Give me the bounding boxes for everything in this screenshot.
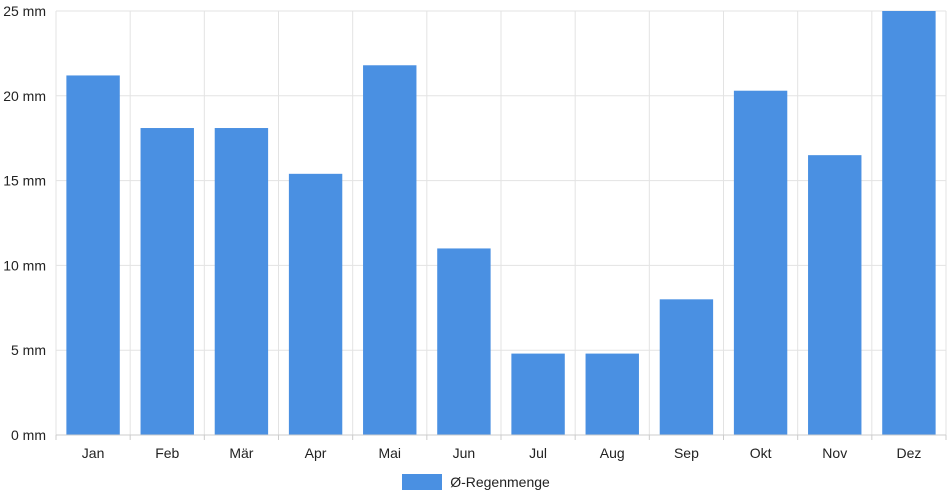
bar bbox=[585, 353, 639, 435]
x-tick-label: Aug bbox=[600, 445, 625, 461]
bar bbox=[140, 128, 194, 436]
y-tick-label: 5 mm bbox=[11, 342, 46, 358]
y-tick-label: 0 mm bbox=[11, 427, 46, 443]
x-tick-label: Dez bbox=[896, 445, 921, 461]
x-tick-label: Apr bbox=[305, 445, 327, 461]
x-tick-label: Jun bbox=[453, 445, 476, 461]
bar bbox=[437, 248, 491, 435]
bar bbox=[733, 90, 788, 435]
y-axis: 0 mm 5 mm 10 mm 15 mm 20 mm 25 mm bbox=[3, 3, 46, 443]
grid-layer bbox=[55, 10, 947, 436]
x-tick-label: Sep bbox=[674, 445, 699, 461]
y-tick-label: 15 mm bbox=[3, 173, 46, 189]
bar-layer bbox=[66, 11, 936, 436]
y-tick-label: 25 mm bbox=[3, 3, 46, 19]
x-tick-label: Nov bbox=[822, 445, 847, 461]
bar bbox=[511, 353, 565, 435]
legend-swatch bbox=[402, 474, 443, 490]
bar bbox=[808, 155, 862, 435]
bar-chart: 0 mm 5 mm 10 mm 15 mm 20 mm 25 mm Jan Feb Mär Ap… bbox=[3, 3, 947, 461]
legend: Ø-Regenmenge bbox=[0, 472, 952, 492]
bar bbox=[214, 128, 269, 436]
y-tick-label: 10 mm bbox=[3, 257, 46, 273]
x-tick-label: Jan bbox=[82, 445, 105, 461]
x-axis: Jan Feb Mär Apr Mai Jun Jul Aug Sep Okt Nov Dez bbox=[55, 434, 947, 461]
bar bbox=[363, 65, 417, 435]
legend-label: Ø-Regenmenge bbox=[450, 474, 550, 490]
bar bbox=[882, 11, 936, 435]
x-tick-label: Mär bbox=[229, 445, 253, 461]
bar bbox=[66, 75, 120, 435]
x-tick-label: Mai bbox=[378, 445, 401, 461]
bar bbox=[288, 173, 343, 436]
bar bbox=[659, 299, 714, 435]
y-tick-label: 20 mm bbox=[3, 88, 46, 104]
x-tick-label: Jul bbox=[529, 445, 547, 461]
x-tick-label: Okt bbox=[750, 445, 772, 461]
x-tick-label: Feb bbox=[155, 445, 179, 461]
